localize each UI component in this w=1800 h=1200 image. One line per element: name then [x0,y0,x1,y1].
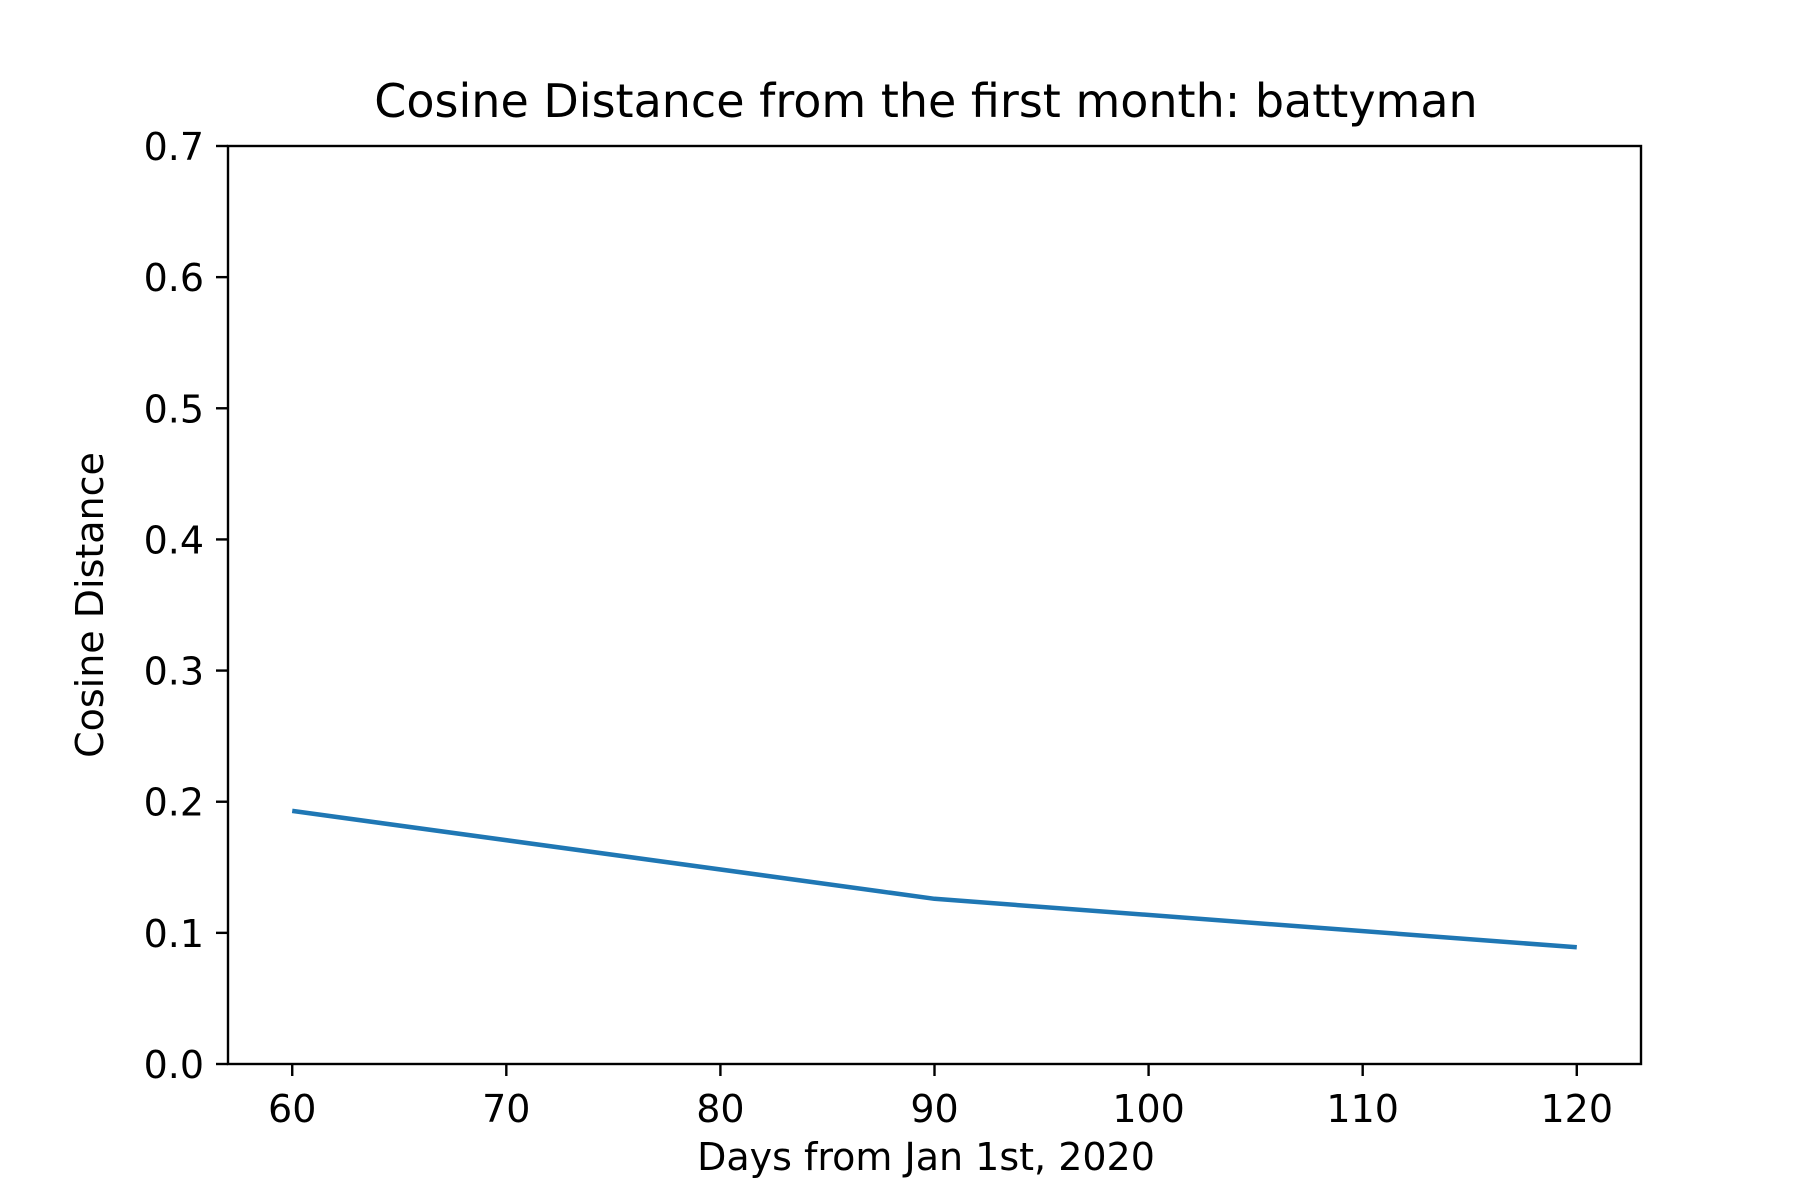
x-axis-ticks: 60 70 80 90 100 110 120 [268,1064,1613,1131]
y-tick-label: 0.3 [144,650,204,694]
y-tick-label: 0.7 [144,125,204,169]
series-line [291,808,1577,950]
y-tick-label: 0.5 [144,387,204,431]
series-layer [291,808,1577,950]
y-axis-label: Cosine Distance [68,452,112,758]
y-axis-ticks: 0.0 0.1 0.2 0.3 0.4 0.5 0.6 0.7 [144,125,228,1087]
x-tick-label: 110 [1326,1087,1399,1131]
x-tick-label: 120 [1541,1087,1614,1131]
y-tick-label: 0.2 [144,781,204,825]
chart-title: Cosine Distance from the first month: ba… [374,74,1477,128]
plot-frame [226,144,1643,1066]
x-axis-label: Days from Jan 1st, 2020 [697,1135,1155,1179]
x-tick-label: 90 [910,1087,958,1131]
y-tick-label: 0.6 [144,256,204,300]
y-tick-label: 0.4 [144,518,204,562]
x-tick-label: 70 [482,1087,530,1131]
y-tick-label: 0.1 [144,912,204,956]
x-tick-label: 100 [1112,1087,1185,1131]
x-tick-label: 80 [696,1087,744,1131]
x-tick-label: 60 [268,1087,316,1131]
y-tick-label: 0.0 [144,1043,204,1087]
